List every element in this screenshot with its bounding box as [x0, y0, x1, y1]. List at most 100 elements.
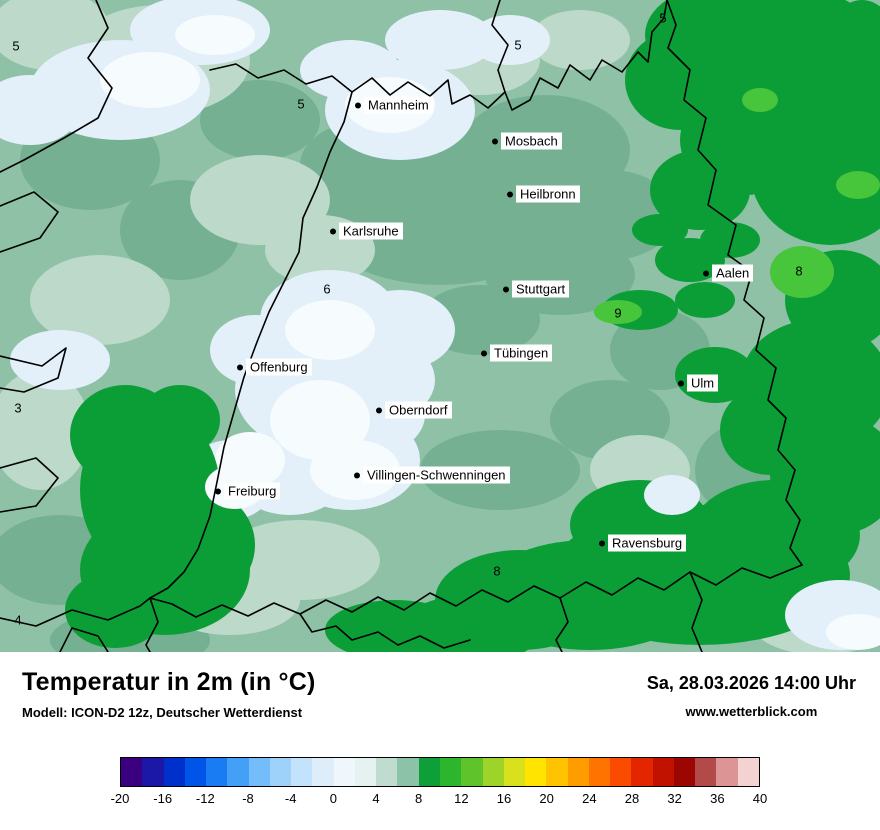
- page-title: Temperatur in 2m (in °C): [22, 668, 316, 696]
- city-dot-icon: [330, 228, 336, 234]
- city-marker-oberndorf: Oberndorf: [376, 401, 452, 419]
- footer: Temperatur in 2m (in °C) Modell: ICON-D2…: [0, 652, 880, 830]
- colorbar-segment: [121, 758, 143, 786]
- city-marker-villingen-schwenningen: Villingen-Schwenningen: [354, 466, 510, 484]
- temp-value-label: 8: [493, 563, 501, 579]
- colorbar-segment: [737, 758, 759, 786]
- title-block: Temperatur in 2m (in °C) Modell: ICON-D2…: [22, 668, 316, 720]
- temp-value-label: 5: [514, 37, 522, 53]
- colorbar-segment: [291, 758, 313, 786]
- temp-value-label: 6: [323, 281, 331, 297]
- city-label: Mannheim: [364, 96, 433, 114]
- state-borders: [0, 0, 803, 652]
- city-marker-ulm: Ulm: [678, 374, 719, 392]
- city-marker-mosbach: Mosbach: [492, 132, 562, 150]
- colorbar-tick-label: 40: [752, 791, 768, 806]
- city-label: Tübingen: [490, 344, 553, 362]
- colorbar-segment: [439, 758, 462, 786]
- city-label: Oberndorf: [385, 401, 452, 419]
- city-dot-icon: [599, 540, 605, 546]
- temp-value-label: 5: [12, 38, 20, 54]
- temp-value-label: 3: [14, 400, 22, 416]
- temperature-legend: -20 -16 -12 -8 -4 0 4 8 12 16 20 24 28 32 36 40: [111, 757, 768, 809]
- city-label: Karlsruhe: [339, 222, 403, 240]
- city-label: Offenburg: [246, 358, 312, 376]
- colorbar-segment: [333, 758, 355, 786]
- colorbar-tick-label: 4: [372, 791, 380, 806]
- colorbar-segment: [376, 758, 398, 786]
- temperature-map: Mannheim Mosbach Heilbronn Karlsruhe Stuttga…: [0, 0, 880, 652]
- temp-value-label: 5: [297, 96, 305, 112]
- colorbar-tick-label: -4: [284, 791, 297, 806]
- valid-datetime: Sa, 28.03.2026 14:00 Uhr: [646, 673, 856, 693]
- colorbar-tick-label: 36: [710, 791, 725, 806]
- colorbar-segment: [673, 758, 696, 786]
- city-dot-icon: [215, 488, 221, 494]
- colorbar-segment: [206, 758, 228, 786]
- city-label: Villingen-Schwenningen: [363, 466, 510, 484]
- colorbar-tick-label: 8: [415, 791, 423, 806]
- colorbar-segment: [631, 758, 653, 786]
- temperature-map-svg: [0, 0, 880, 652]
- city-dot-icon: [376, 407, 382, 413]
- colorbar-segment: [461, 758, 483, 786]
- city-label: Freiburg: [224, 482, 281, 500]
- colorbar-tick-label: -8: [242, 791, 254, 806]
- city-dot-icon: [354, 472, 360, 478]
- temp-value-label: 4: [14, 612, 22, 628]
- colorbar: [120, 757, 760, 787]
- colorbar-segment: [269, 758, 292, 786]
- city-marker-heilbronn: Heilbronn: [507, 185, 580, 203]
- colorbar-tick-label: 24: [582, 791, 597, 806]
- city-dot-icon: [503, 286, 509, 292]
- city-label: Mosbach: [501, 132, 562, 150]
- model-info: Modell: ICON-D2 12z, Deutscher Wetterdie…: [22, 705, 303, 720]
- temp-region-bright-green: [594, 88, 880, 324]
- colorbar-segment: [418, 758, 440, 786]
- colorbar-segment: [354, 758, 377, 786]
- temp-value-label: 9: [614, 305, 622, 321]
- temp-value-label: 8: [795, 263, 803, 279]
- colorbar-segment: [482, 758, 504, 786]
- city-label: Heilbronn: [516, 185, 580, 203]
- colorbar-segment: [184, 758, 207, 786]
- colorbar-tick-label: 20: [539, 791, 554, 806]
- colorbar-segment: [397, 758, 419, 786]
- colorbar-segment: [695, 758, 717, 786]
- colorbar-segment: [312, 758, 334, 786]
- city-dot-icon: [355, 102, 361, 108]
- city-dot-icon: [237, 364, 243, 370]
- city-marker-mannheim: Mannheim: [355, 96, 433, 114]
- colorbar-segment: [567, 758, 589, 786]
- city-marker-freiburg: Freiburg: [215, 482, 281, 500]
- website-url: www.wetterblick.com: [685, 704, 818, 719]
- city-marker-t-bingen: Tübingen: [481, 344, 553, 362]
- temp-value-label: 5: [659, 10, 667, 26]
- colorbar-tick-label: 32: [667, 791, 682, 806]
- colorbar-segment: [142, 758, 164, 786]
- city-marker-offenburg: Offenburg: [237, 358, 312, 376]
- colorbar-tick-label: 16: [496, 791, 512, 806]
- city-marker-karlsruhe: Karlsruhe: [330, 222, 403, 240]
- colorbar-tick-label: 12: [454, 791, 469, 806]
- colorbar-tick-label: 28: [624, 791, 640, 806]
- colorbar-ticks: -20 -16 -12 -8 -4 0 4 8 12 16 20 24 28 32 36 40: [111, 791, 768, 809]
- city-dot-icon: [492, 138, 498, 144]
- colorbar-segment: [652, 758, 674, 786]
- colorbar-tick-label: 0: [329, 791, 337, 806]
- city-label: Ravensburg: [608, 534, 687, 552]
- colorbar-tick-label: -12: [195, 791, 215, 806]
- colorbar-tick-label: -16: [153, 791, 173, 806]
- colorbar-segment: [163, 758, 185, 786]
- city-label: Aalen: [712, 264, 754, 282]
- colorbar-segment: [588, 758, 611, 786]
- city-label: Stuttgart: [512, 280, 570, 298]
- temp-region-strong-green: [65, 0, 880, 652]
- city-marker-ravensburg: Ravensburg: [599, 534, 687, 552]
- city-marker-aalen: Aalen: [703, 264, 754, 282]
- datetime-block: Sa, 28.03.2026 14:00 Uhr www.wetterblick…: [647, 668, 856, 719]
- city-dot-icon: [481, 350, 487, 356]
- colorbar-segment: [525, 758, 547, 786]
- city-layer: Mannheim Mosbach Heilbronn Karlsruhe Stuttga…: [12, 10, 803, 628]
